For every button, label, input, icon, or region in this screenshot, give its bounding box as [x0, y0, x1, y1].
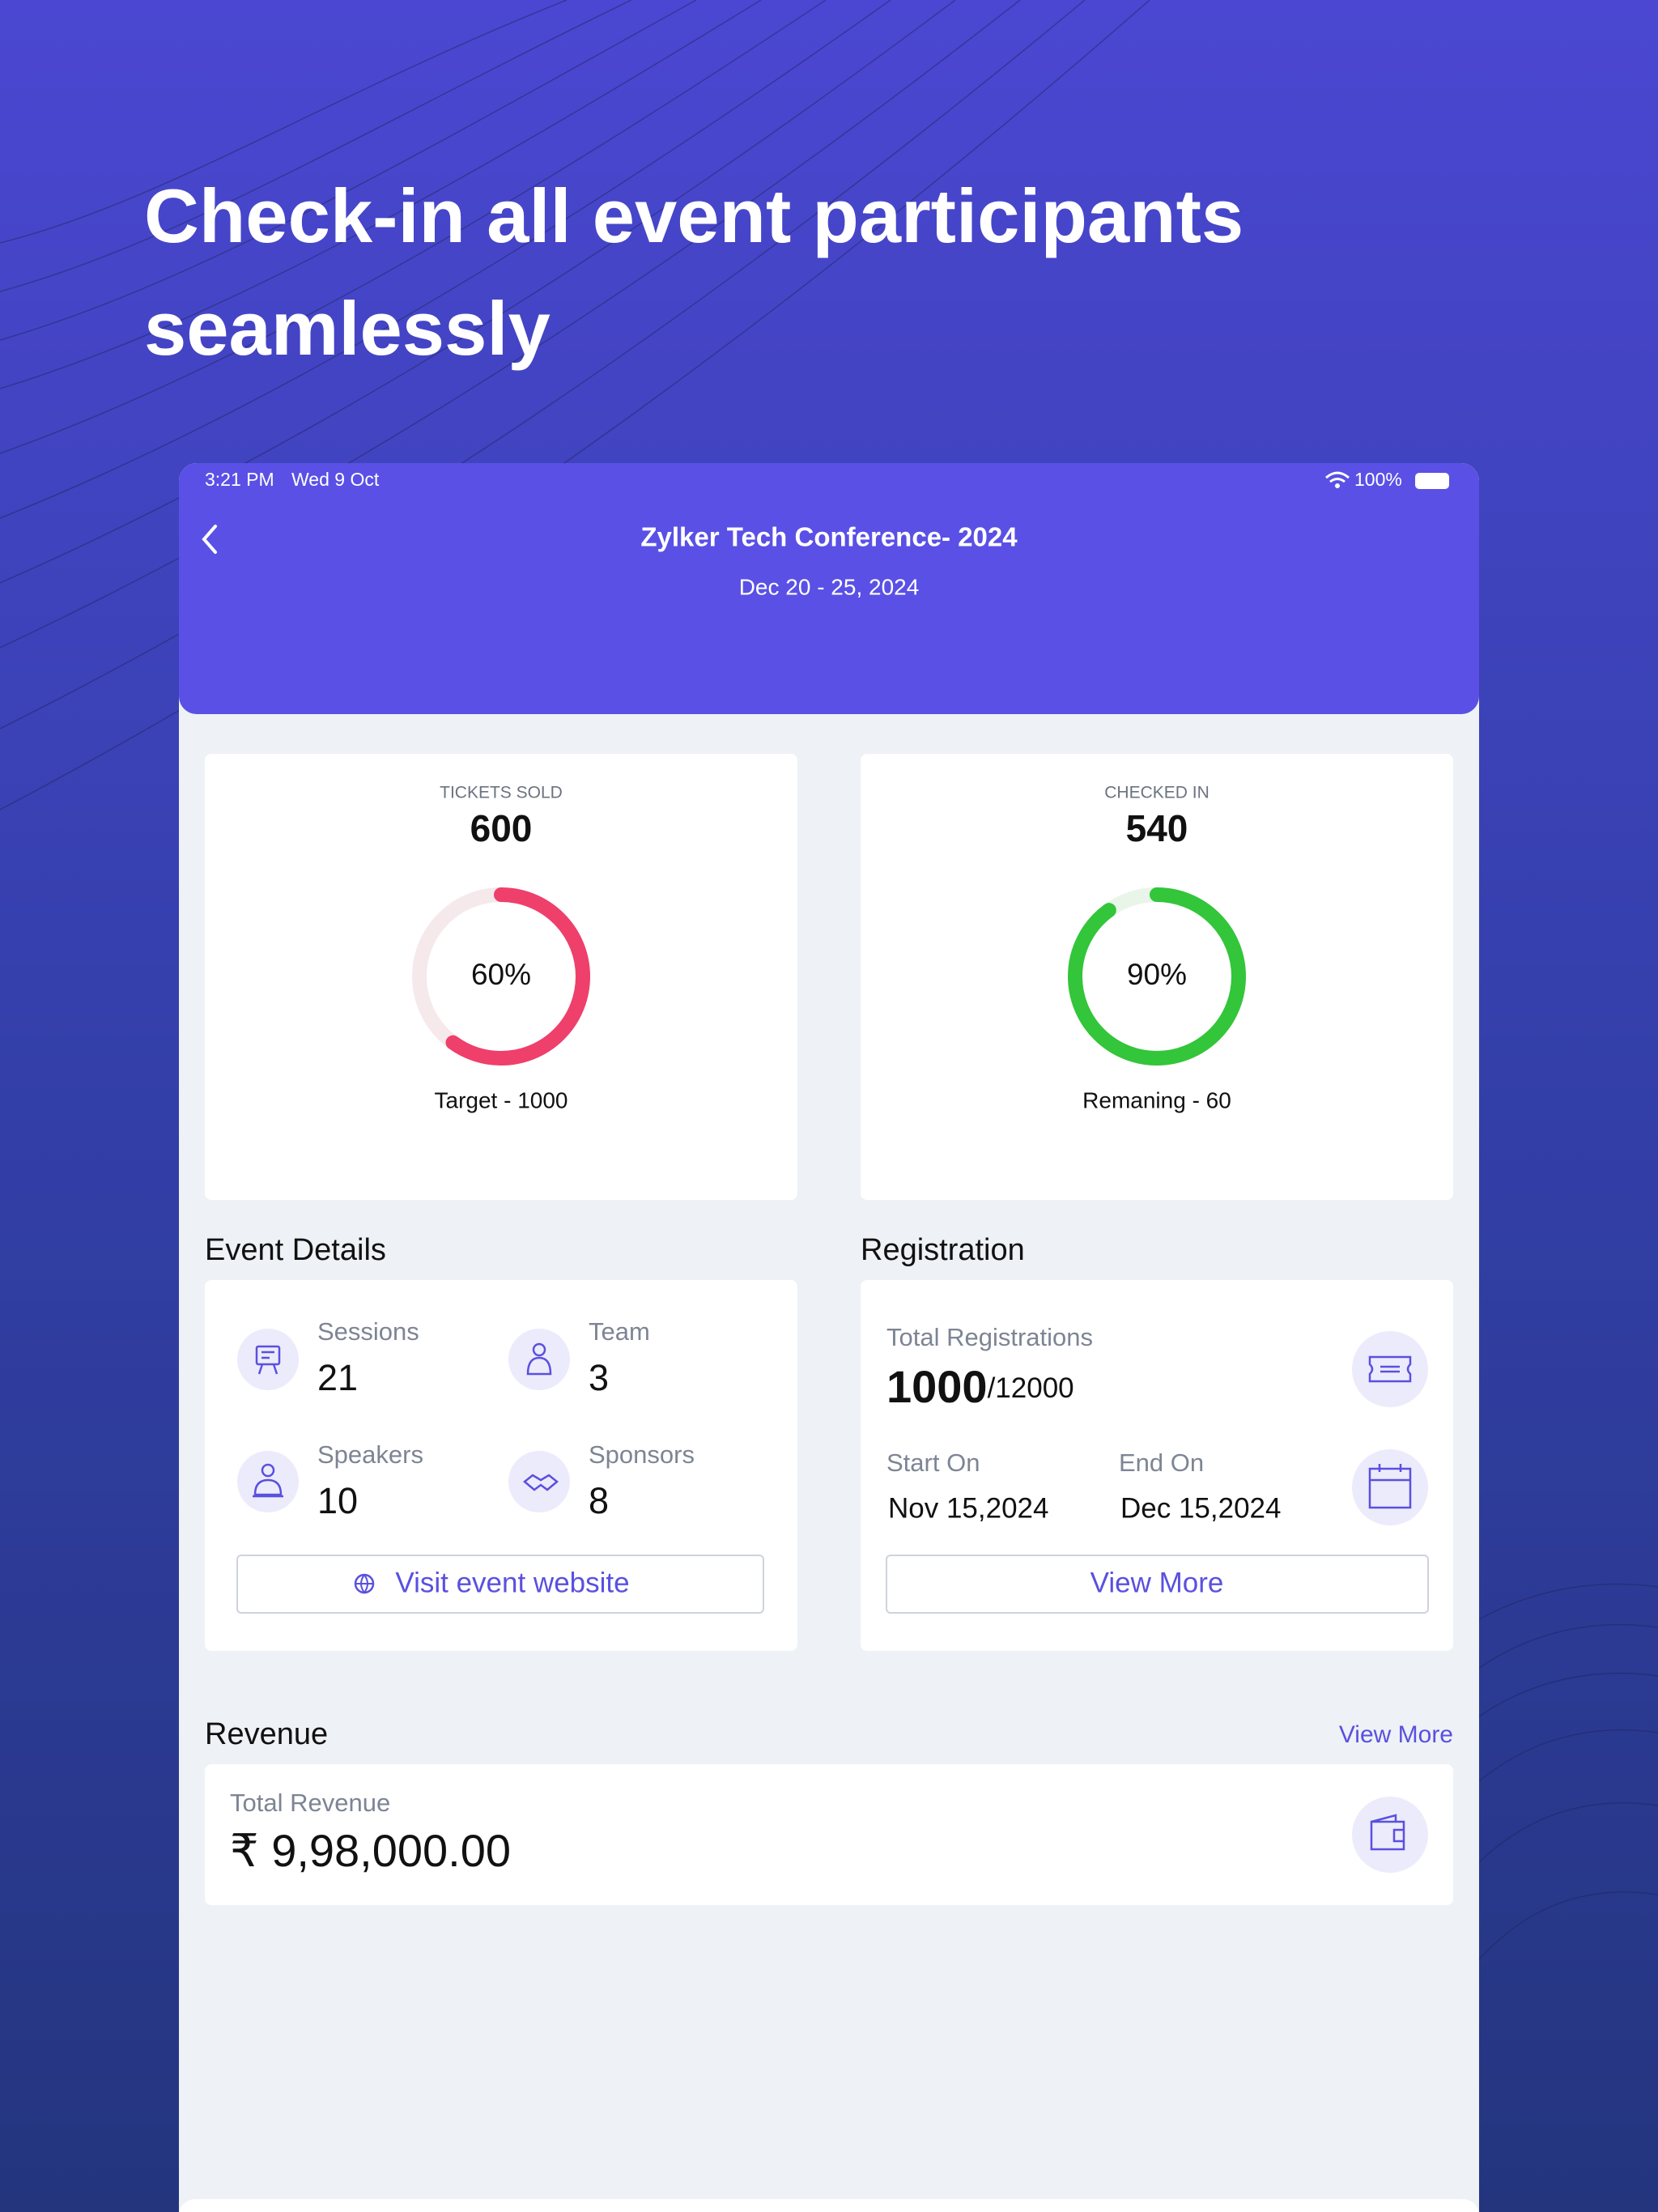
card [205, 754, 797, 1200]
bottom-bar [179, 2199, 1479, 2212]
app-header [179, 463, 1479, 714]
calendar-icon [1368, 1464, 1412, 1509]
button-label: Visit event website [395, 1567, 629, 1598]
event-dates: Dec 20 - 25, 2024 [739, 574, 920, 599]
stat-label: TICKETS SOLD [440, 784, 563, 802]
detail-value: 10 [317, 1480, 358, 1521]
icon-glyphs [253, 1342, 559, 1498]
details: Sessions 21 Team 3 Speakers 10 Sponsors 8 [317, 1317, 695, 1521]
visit-website-button[interactable] [236, 1555, 764, 1614]
stats: TICKETS SOLD 600 60% Target - 1000 CHECKED I… [205, 754, 1453, 1200]
registrations-total: 1000/12000 [886, 1361, 1074, 1412]
start-date: Nov 15,2024 [888, 1492, 1048, 1524]
progress-label: 90% [1127, 958, 1187, 991]
headline: Check-in all event participants [144, 173, 1244, 258]
ticket-icon [1368, 1355, 1412, 1383]
wifi-icon [1325, 471, 1350, 483]
detail-value: 3 [589, 1357, 609, 1398]
registrations-count: 1000 [886, 1361, 988, 1412]
progress-label: 60% [471, 958, 531, 991]
detail-label: Sessions [317, 1317, 419, 1346]
wallet-icon [1352, 1797, 1428, 1873]
detail-label: Sponsors [589, 1440, 695, 1469]
revenue-total: ₹ 9,98,000.00 [230, 1825, 511, 1876]
card [205, 1764, 1453, 1905]
revenue-label: Total Revenue [230, 1789, 390, 1817]
start-label: Start On [886, 1448, 980, 1477]
stat-footnote: Target - 1000 [435, 1087, 568, 1112]
battery-icon [1415, 473, 1449, 489]
registrations-max: /12000 [988, 1372, 1074, 1404]
stat-label: CHECKED IN [1104, 784, 1209, 802]
globe-icon [355, 1574, 373, 1594]
section-title: Revenue [205, 1717, 328, 1751]
detail-label: Team [589, 1317, 650, 1346]
detail-label: Speakers [317, 1440, 423, 1469]
card [861, 754, 1453, 1200]
stat-footnote: Remaning - 60 [1082, 1087, 1231, 1112]
registrations-label: Total Registrations [886, 1323, 1093, 1351]
stat-value: 600 [470, 807, 533, 849]
view-more-link[interactable]: View More [1339, 1721, 1453, 1748]
detail-value: 8 [589, 1480, 609, 1521]
event-title: Zylker Tech Conference- 2024 [640, 522, 1018, 552]
status-date: Wed 9 Oct [291, 469, 380, 490]
back-button[interactable] [202, 525, 217, 554]
section-title: Event Details [205, 1233, 386, 1267]
wallet-icon [1370, 1814, 1405, 1851]
stat-value: 540 [1126, 807, 1188, 849]
headline: seamlessly [144, 286, 551, 371]
progress-arc [412, 887, 590, 1066]
end-date: Dec 15,2024 [1120, 1492, 1281, 1524]
ticket-icon [1352, 1331, 1428, 1407]
view-more-button[interactable] [886, 1555, 1429, 1614]
calendar-icon [1352, 1449, 1428, 1525]
status-time: 3:21 PM [205, 469, 274, 490]
detail-value: 21 [317, 1357, 358, 1398]
progress-arc [1068, 887, 1246, 1066]
button-label: View More [1090, 1567, 1224, 1598]
wifi-icon [1335, 483, 1340, 488]
section-title: Registration [861, 1233, 1025, 1267]
status-battery: 100% [1354, 469, 1402, 490]
end-label: End On [1119, 1448, 1204, 1477]
